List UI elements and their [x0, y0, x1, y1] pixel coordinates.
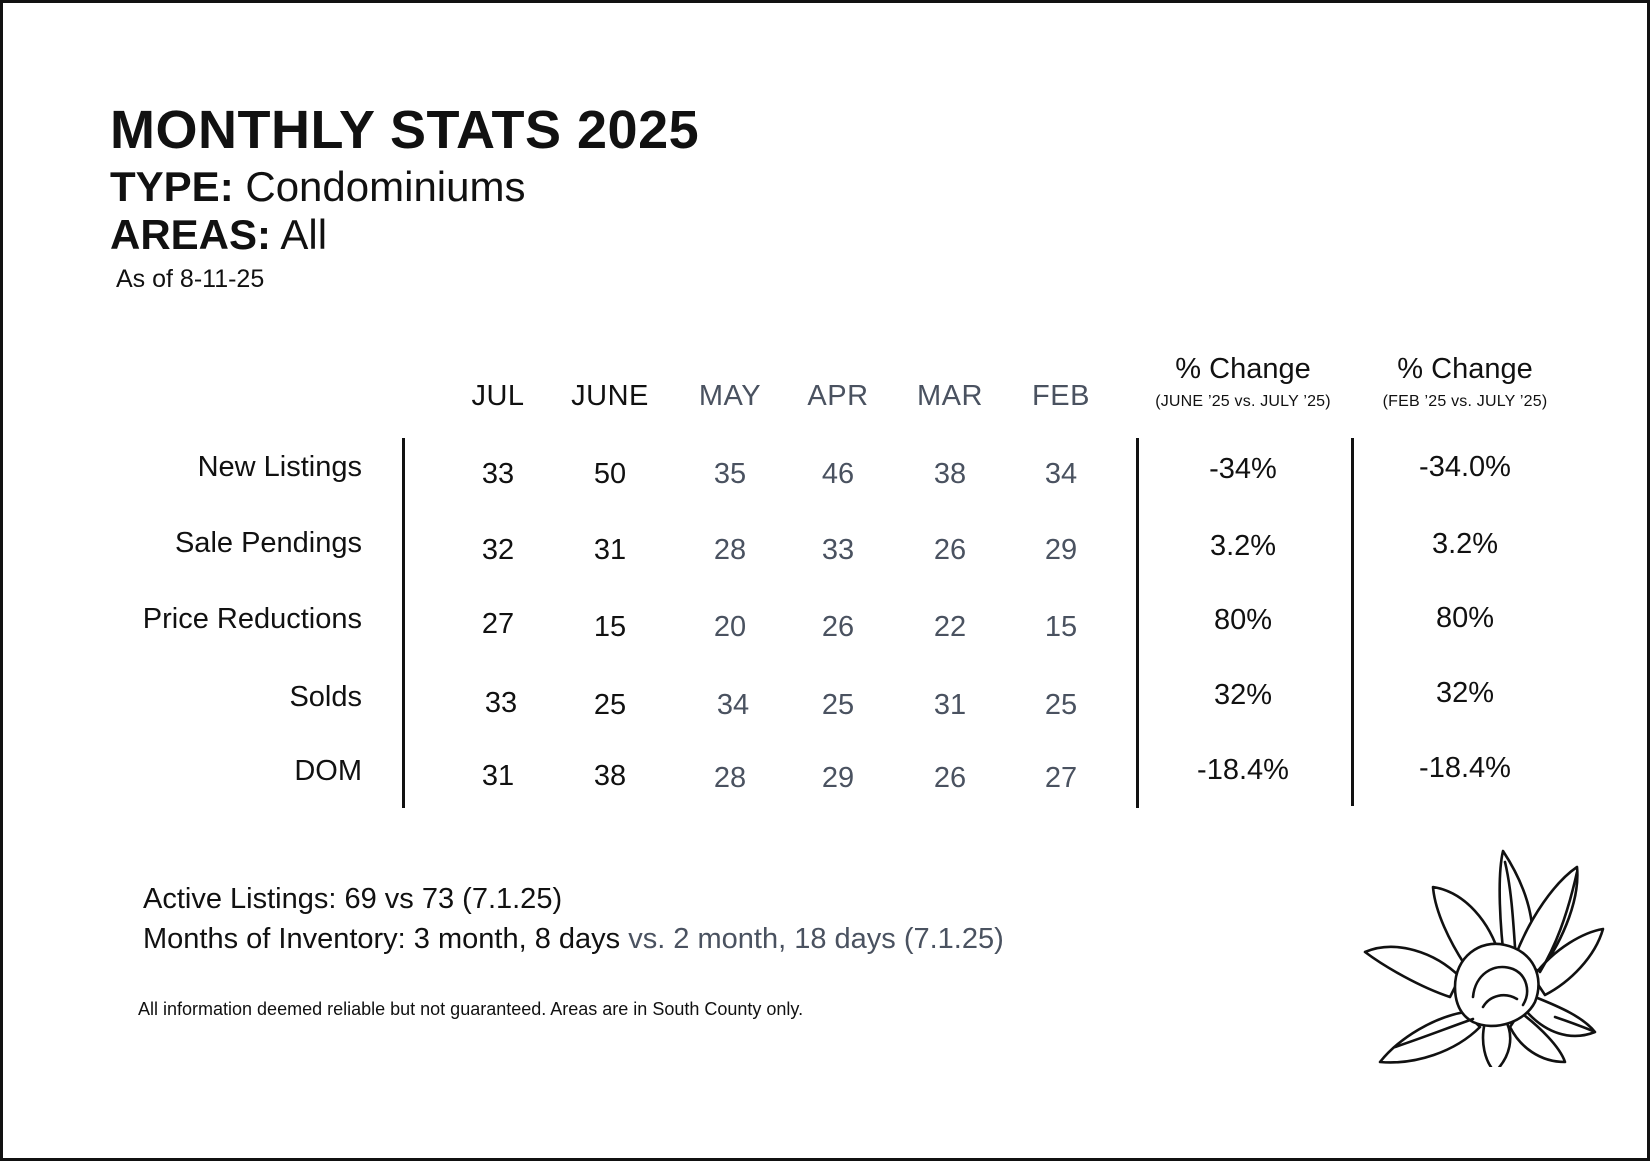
cell-dom-june: 38 [593, 760, 627, 792]
column-header-mar: MAR [917, 380, 983, 412]
cell-sale-pendings-mar: 26 [933, 534, 967, 566]
areas-label: AREAS: [110, 211, 272, 258]
pct-change-2-subtitle: (FEB ’25 vs. JULY ’25) [1382, 393, 1548, 410]
column-header-may: MAY [698, 380, 762, 412]
cell-price-reductions-may: 20 [713, 611, 747, 643]
row-label-price-reductions: Price Reductions [142, 603, 362, 635]
label-divider [402, 438, 405, 808]
type-line: TYPE: Condominiums [110, 163, 525, 211]
cell-solds-pct2: 32% [1435, 677, 1495, 709]
cell-price-reductions-pct1: 80% [1213, 604, 1273, 636]
cell-price-reductions-apr: 26 [821, 611, 855, 643]
cell-new-listings-feb: 34 [1044, 458, 1078, 490]
page-title: MONTHLY STATS 2025 [110, 100, 700, 160]
cell-sale-pendings-apr: 33 [821, 534, 855, 566]
cell-solds-mar: 31 [933, 689, 967, 721]
column-header-jul: JUL [471, 380, 525, 412]
cell-new-listings-june: 50 [593, 458, 627, 490]
column-header-feb: FEB [1032, 380, 1090, 412]
active-listings-line: Active Listings: 69 vs 73 (7.1.25) [143, 883, 563, 915]
as-of-date: As of 8-11-25 [116, 265, 265, 293]
pct-divider-2 [1351, 438, 1354, 806]
cell-price-reductions-june: 15 [593, 611, 627, 643]
months-of-inventory-line: Months of Inventory: 3 month, 8 days vs.… [143, 923, 1004, 956]
cell-solds-feb: 25 [1044, 689, 1078, 721]
row-label-solds: Solds [289, 681, 362, 713]
column-header-june: JUNE [571, 380, 649, 412]
cell-dom-jul: 31 [481, 760, 515, 792]
cell-sale-pendings-jul: 32 [481, 534, 515, 566]
cell-sale-pendings-may: 28 [713, 534, 747, 566]
row-label-sale-pendings: Sale Pendings [174, 527, 362, 559]
cell-price-reductions-mar: 22 [933, 611, 967, 643]
cell-new-listings-may: 35 [713, 458, 747, 490]
areas-line: AREAS: All [110, 211, 327, 259]
pct-change-1-subtitle: (JUNE ’25 vs. JULY ’25) [1155, 393, 1331, 410]
cell-solds-may: 34 [716, 689, 750, 721]
cell-solds-june: 25 [593, 689, 627, 721]
magnolia-flower-icon [1363, 849, 1605, 1067]
row-label-new-listings: New Listings [197, 451, 362, 483]
cell-sale-pendings-june: 31 [593, 534, 627, 566]
cell-new-listings-mar: 38 [933, 458, 967, 490]
cell-price-reductions-pct2: 80% [1435, 602, 1495, 634]
disclaimer: All information deemed reliable but not … [138, 999, 804, 1019]
pct-divider-1 [1136, 438, 1139, 808]
areas-value: All [280, 211, 328, 258]
cell-new-listings-pct2: -34.0% [1419, 451, 1511, 483]
type-value: Condominiums [245, 163, 526, 210]
inventory-main: Months of Inventory: 3 month, 8 days [143, 923, 621, 955]
cell-dom-pct2: -18.4% [1419, 752, 1511, 784]
cell-dom-pct1: -18.4% [1197, 754, 1289, 786]
row-label-dom: DOM [294, 755, 362, 787]
type-label: TYPE: [110, 163, 234, 210]
cell-sale-pendings-pct1: 3.2% [1209, 530, 1277, 562]
cell-new-listings-pct1: -34% [1209, 453, 1277, 485]
cell-price-reductions-jul: 27 [481, 608, 515, 640]
cell-dom-feb: 27 [1044, 762, 1078, 794]
cell-price-reductions-feb: 15 [1044, 611, 1078, 643]
cell-dom-mar: 26 [933, 762, 967, 794]
cell-sale-pendings-feb: 29 [1044, 534, 1078, 566]
cell-solds-apr: 25 [821, 689, 855, 721]
cell-solds-pct1: 32% [1213, 679, 1273, 711]
pct-change-2-title: % Change [1397, 353, 1533, 385]
cell-dom-may: 28 [713, 762, 747, 794]
inventory-compare: vs. 2 month, 18 days (7.1.25) [620, 923, 1004, 955]
cell-sale-pendings-pct2: 3.2% [1431, 528, 1499, 560]
cell-new-listings-jul: 33 [481, 458, 515, 490]
pct-change-1-title: % Change [1175, 353, 1311, 385]
cell-dom-apr: 29 [821, 762, 855, 794]
column-header-apr: APR [807, 380, 869, 412]
cell-new-listings-apr: 46 [821, 458, 855, 490]
cell-solds-jul: 33 [484, 687, 518, 719]
